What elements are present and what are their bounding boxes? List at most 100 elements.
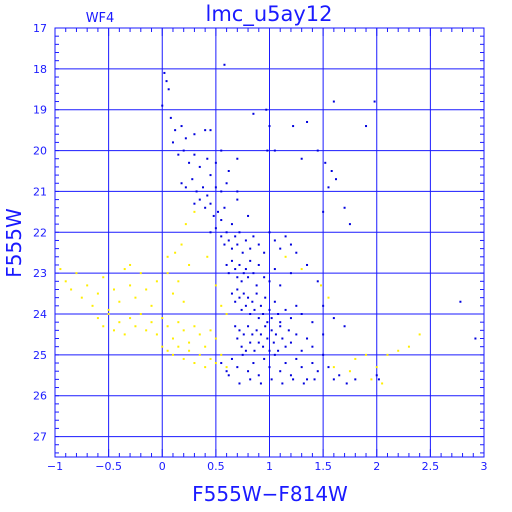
star-point-blue	[300, 157, 303, 160]
star-point-blue	[214, 227, 217, 230]
star-point-blue	[209, 174, 212, 177]
star-point-yellow	[75, 272, 78, 275]
star-point-blue	[244, 239, 247, 242]
star-point-yellow	[220, 353, 223, 356]
star-point-blue	[227, 272, 230, 275]
star-point-blue	[252, 235, 255, 238]
star-point-blue	[227, 170, 230, 172]
star-point-blue	[365, 125, 368, 128]
star-point-yellow	[182, 329, 185, 332]
star-point-blue	[279, 247, 282, 250]
star-point-blue	[322, 304, 325, 307]
star-point-yellow	[134, 325, 137, 328]
star-point-blue	[327, 366, 330, 369]
star-point-blue	[257, 341, 260, 344]
star-point-blue	[184, 137, 187, 140]
star-point-blue	[227, 239, 230, 242]
x-axis-label: F555W−F814W	[192, 482, 348, 506]
star-point-blue	[244, 268, 247, 271]
star-point-blue	[220, 235, 223, 238]
x-tick-label: 0	[159, 460, 166, 473]
star-point-yellow	[188, 263, 191, 266]
y-tick-label: 27	[33, 431, 47, 444]
star-point-blue	[230, 247, 233, 250]
star-point-yellow	[171, 353, 174, 356]
star-point-yellow	[112, 329, 115, 332]
y-tick-label: 19	[33, 104, 47, 117]
star-point-blue	[236, 288, 239, 291]
star-point-yellow	[193, 210, 196, 213]
star-point-yellow	[107, 308, 110, 311]
star-point-blue	[259, 304, 262, 307]
y-tick-label: 25	[33, 349, 47, 362]
star-point-blue	[209, 231, 212, 234]
star-point-blue	[281, 337, 284, 340]
star-point-yellow	[370, 378, 373, 381]
y-tick-label: 17	[33, 22, 47, 35]
star-point-blue	[332, 100, 335, 103]
star-point-blue	[289, 243, 292, 246]
star-point-blue	[255, 292, 258, 295]
star-point-yellow	[102, 325, 105, 328]
star-point-blue	[270, 329, 273, 332]
star-point-yellow	[166, 255, 169, 258]
star-point-blue	[236, 243, 239, 246]
star-point-yellow	[182, 300, 185, 303]
star-point-blue	[225, 231, 228, 234]
star-point-blue	[306, 378, 309, 381]
star-point-yellow	[319, 284, 322, 287]
star-point-blue	[230, 357, 233, 360]
star-point-blue	[225, 370, 228, 373]
star-point-blue	[238, 231, 241, 234]
star-point-yellow	[182, 357, 185, 360]
star-point-blue	[238, 263, 241, 266]
star-point-blue	[169, 116, 172, 119]
star-point-yellow	[166, 272, 169, 275]
star-point-blue	[247, 276, 250, 279]
star-point-blue	[167, 88, 170, 91]
star-point-blue	[249, 259, 252, 262]
star-point-blue	[302, 382, 305, 385]
star-point-blue	[273, 353, 276, 356]
chart-title: lmc_u5ay12	[205, 2, 332, 27]
star-point-blue	[195, 190, 198, 193]
star-point-blue	[204, 206, 207, 209]
star-point-blue	[284, 345, 287, 348]
star-point-blue	[209, 129, 212, 132]
data-points	[59, 63, 477, 385]
star-point-blue	[177, 153, 180, 156]
star-point-blue	[279, 284, 282, 287]
star-point-yellow	[155, 333, 158, 336]
star-point-blue	[373, 100, 376, 103]
star-point-yellow	[150, 304, 153, 307]
y-tick-label: 23	[33, 267, 47, 280]
star-point-blue	[238, 296, 241, 299]
star-point-blue	[300, 313, 303, 315]
star-point-yellow	[214, 362, 217, 365]
star-point-blue	[240, 280, 243, 283]
star-point-yellow	[418, 333, 421, 336]
star-point-blue	[220, 219, 223, 222]
star-point-yellow	[161, 345, 164, 348]
star-point-blue	[279, 370, 282, 373]
star-point-blue	[263, 276, 266, 279]
star-point-blue	[322, 333, 325, 336]
star-point-blue	[241, 353, 244, 356]
star-point-blue	[220, 149, 223, 152]
star-point-blue	[266, 321, 269, 324]
star-point-blue	[220, 362, 223, 365]
star-point-blue	[257, 317, 260, 320]
star-point-blue	[311, 345, 314, 348]
x-tick-label: 0.5	[207, 460, 225, 473]
y-tick-label: 22	[33, 226, 47, 239]
star-point-yellow	[407, 345, 410, 348]
star-point-yellow	[123, 333, 126, 336]
star-point-yellow	[139, 313, 142, 315]
star-point-blue	[265, 108, 268, 111]
star-point-blue	[214, 161, 217, 164]
star-point-blue	[343, 325, 346, 328]
star-point-yellow	[177, 321, 180, 324]
star-point-yellow	[198, 353, 201, 356]
star-point-blue	[272, 341, 275, 344]
